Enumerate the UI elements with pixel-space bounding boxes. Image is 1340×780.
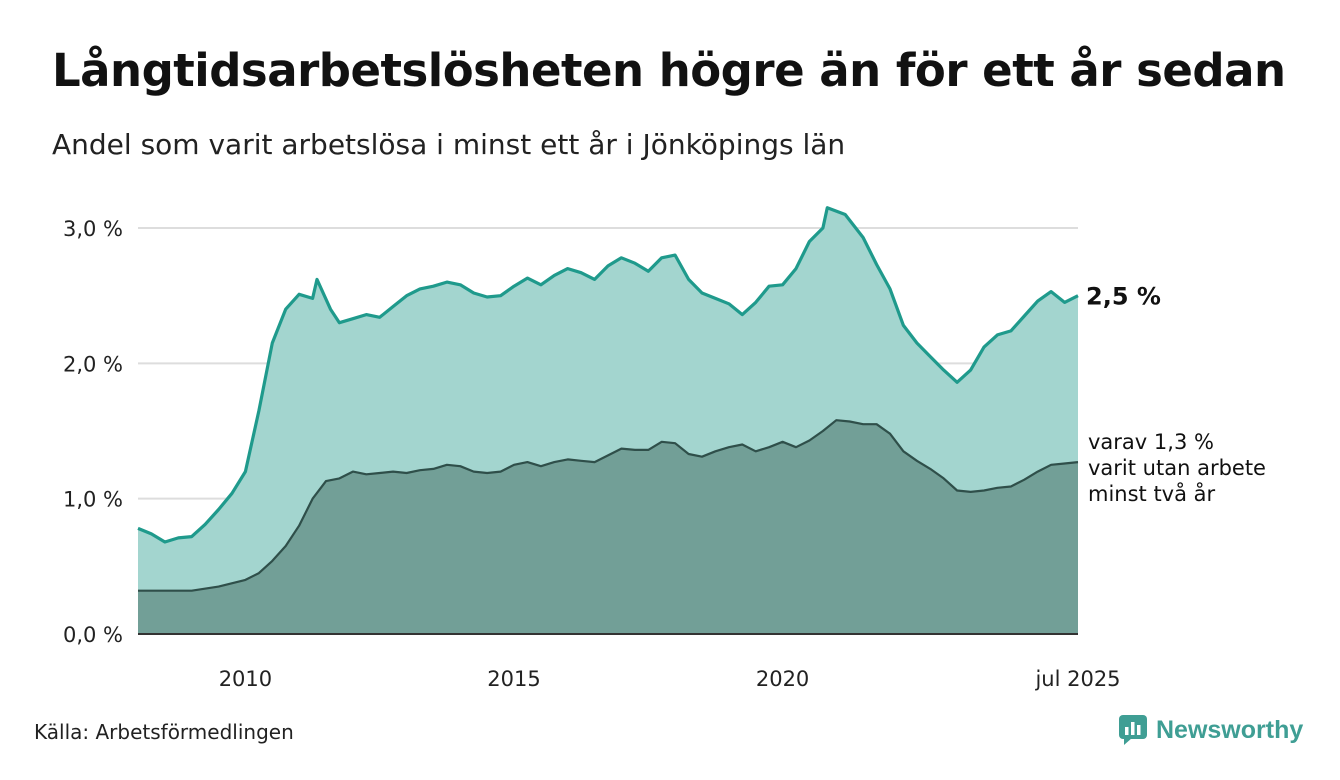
- y-tick-label: 0,0 %: [63, 623, 123, 647]
- series-areas: [137, 206, 1079, 634]
- series-2-end-label-line: varit utan arbete: [1088, 456, 1266, 480]
- y-tick-label: 3,0 %: [63, 217, 123, 241]
- series-1-end-label: 2,5 %: [1086, 283, 1161, 311]
- x-tick-label: jul 2025: [1034, 667, 1120, 691]
- brand-logo: Newsworthy: [1118, 714, 1303, 746]
- x-tick-label: 2020: [756, 667, 809, 691]
- chart-subtitle: Andel som varit arbetslösa i minst ett å…: [52, 128, 846, 161]
- newsworthy-logo-icon: [1119, 715, 1147, 745]
- chart-title: Långtidsarbetslösheten högre än för ett …: [52, 44, 1286, 97]
- axes: 0,0 % 1,0 % 2,0 % 3,0 % 2010 2015 2020 jul 2025: [63, 217, 1121, 691]
- source-note: Källa: Arbetsförmedlingen: [34, 720, 294, 744]
- series-2-end-label-line: varav 1,3 %: [1088, 430, 1214, 454]
- x-tick-label: 2015: [487, 667, 540, 691]
- series-1-line: [137, 206, 1079, 544]
- series-2-line: [138, 419, 1079, 592]
- x-tick-label: 2010: [219, 667, 272, 691]
- brand-name: Newsworthy: [1156, 715, 1304, 744]
- y-tick-label: 1,0 %: [63, 488, 123, 512]
- y-tick-label: 2,0 %: [63, 352, 123, 376]
- series-2-end-label-line: minst två år: [1088, 481, 1216, 506]
